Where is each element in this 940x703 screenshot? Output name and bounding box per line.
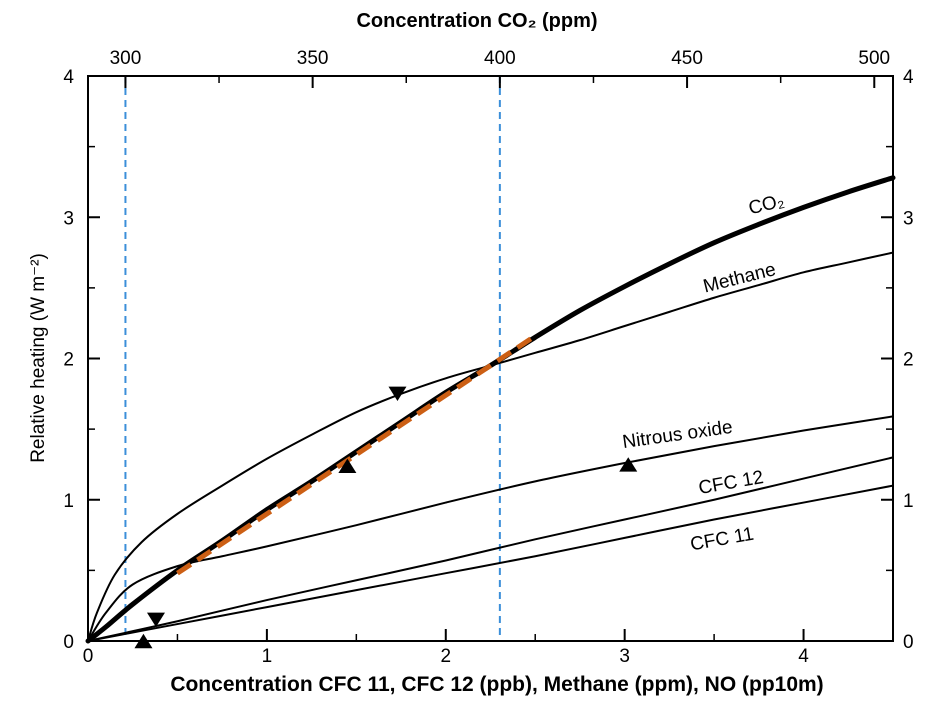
x2-tick-label-4: 500 <box>858 48 890 69</box>
x2-axis-title: Concentration CO₂ (ppm) <box>356 10 597 32</box>
curve-label-1: Methane <box>701 259 778 297</box>
y-tick-label-left-3: 3 <box>63 208 74 229</box>
y-tick-label-left-2: 2 <box>63 350 74 371</box>
x2-tick-label-2: 400 <box>484 48 516 69</box>
marker-triangle-down-1 <box>146 612 165 628</box>
marker-triangle-up-4 <box>134 633 153 649</box>
series-line-nitrous-oxide <box>87 415 894 642</box>
y-tick-label-right-1: 1 <box>903 491 914 512</box>
x2-tick-label-3: 450 <box>671 48 703 69</box>
marker-triangle-up-3 <box>619 457 638 472</box>
x2-tick-label-1: 350 <box>297 48 329 69</box>
x-tick-label-2: 2 <box>440 646 451 667</box>
y-tick-label-right-3: 3 <box>903 208 914 229</box>
series-line-co <box>85 175 896 644</box>
x-tick-label-0: 0 <box>83 646 94 667</box>
marker-triangle-down-0 <box>388 386 407 402</box>
x-axis-title: Concentration CFC 11, CFC 12 (ppb), Meth… <box>170 673 823 696</box>
y-tick-label-right-4: 4 <box>903 67 914 88</box>
y-tick-label-left-1: 1 <box>63 491 74 512</box>
y-tick-label-left-4: 4 <box>63 67 74 88</box>
plot-frame <box>87 75 894 642</box>
curve-label-2: Nitrous oxide <box>621 417 734 453</box>
y-tick-label-right-2: 2 <box>903 350 914 371</box>
x-tick-label-4: 4 <box>798 646 809 667</box>
series-line-cfc-12 <box>87 456 894 642</box>
series-line-methane <box>87 251 894 642</box>
y-tick-label-left-0: 0 <box>63 632 74 653</box>
series-line-cfc-11 <box>87 484 894 642</box>
y-tick-label-right-0: 0 <box>903 632 914 653</box>
y-axis-title: Relative heating (W m⁻²) <box>28 253 49 463</box>
curve-label-4: CFC 11 <box>689 524 756 556</box>
x-tick-label-1: 1 <box>262 646 273 667</box>
marker-triangle-up-2 <box>338 458 357 474</box>
x2-tick-label-0: 300 <box>110 48 142 69</box>
curve-label-3: CFC 12 <box>697 467 765 499</box>
x-tick-label-3: 3 <box>619 646 630 667</box>
